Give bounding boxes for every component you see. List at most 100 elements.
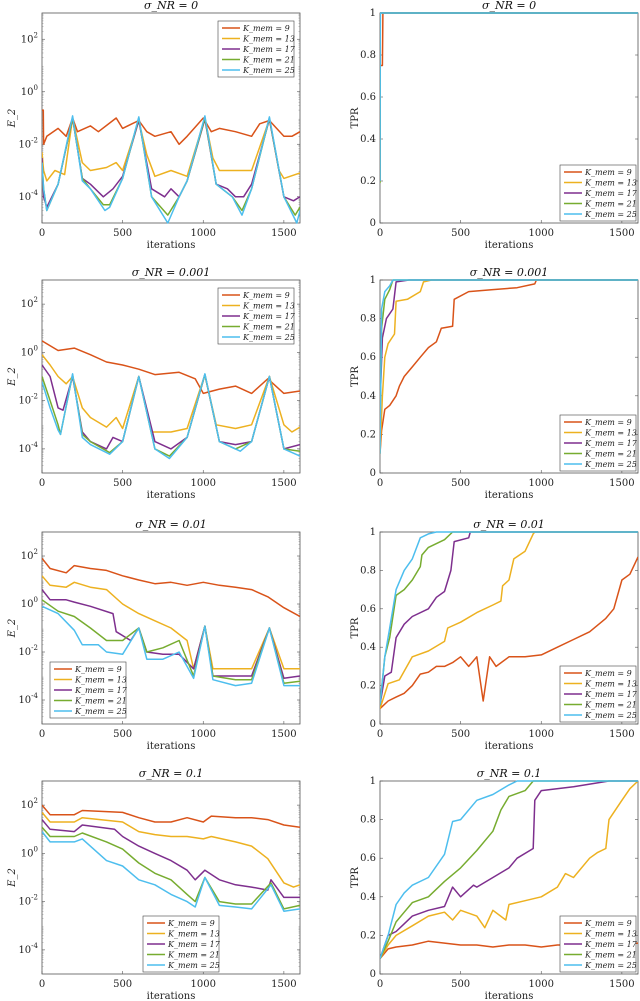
y-tick-label: 0.2 <box>360 681 376 692</box>
y-tick-label: 10-2 <box>18 894 38 908</box>
panel-5: 0 500 1000 1500 10-4 10-2 100 102 σ_NR = 0.01 ite… <box>7 518 301 752</box>
x-axis-label: iterations <box>485 490 534 501</box>
legend-label: K_mem = 9 <box>74 665 122 674</box>
legend-label: K_mem = 13 <box>584 179 637 188</box>
y-tick-label: 1 <box>370 776 376 787</box>
y-axis-label: E_2 <box>7 868 18 888</box>
y-tick-label: 10-2 <box>18 393 38 407</box>
series-line-4 <box>380 531 638 705</box>
x-tick-label: 1000 <box>191 478 216 489</box>
x-tick-label: 500 <box>113 478 132 489</box>
legend-label: K_mem = 13 <box>584 680 637 689</box>
legend-label: K_mem = 21 <box>242 323 295 332</box>
x-tick-label: 0 <box>39 729 45 740</box>
x-tick-label: 500 <box>113 729 132 740</box>
series-line-3 <box>380 12 638 182</box>
y-axis-label: TPR <box>350 867 361 888</box>
x-tick-label: 0 <box>39 979 45 990</box>
x-tick-label: 1000 <box>191 979 216 990</box>
x-tick-label: 0 <box>377 729 383 740</box>
y-tick-label: 0.8 <box>360 314 376 325</box>
legend-label: K_mem = 17 <box>584 439 638 448</box>
x-tick-label: 500 <box>113 228 132 239</box>
x-tick-label: 1500 <box>609 228 634 239</box>
panel-title: σ_NR = 0.01 <box>135 518 207 531</box>
x-tick-label: 1000 <box>191 729 216 740</box>
legend: K_mem = 9 K_mem = 13K_mem = 17 K_mem = 21K… <box>142 915 221 973</box>
y-tick-label: 0.6 <box>360 853 376 864</box>
legend-label: K_mem = 25 <box>584 711 637 720</box>
legend-label: K_mem = 21 <box>167 951 220 960</box>
y-tick-label: 10-2 <box>18 136 38 150</box>
y-tick-label: 1 <box>370 527 376 538</box>
x-tick-label: 1000 <box>529 478 554 489</box>
legend-label: K_mem = 21 <box>584 951 637 960</box>
legend-label: K_mem = 25 <box>242 66 295 75</box>
legend: K_mem = 9 K_mem = 13K_mem = 17 K_mem = 21K… <box>559 915 638 973</box>
series-line-1 <box>380 279 638 454</box>
legend-label: K_mem = 17 <box>242 312 296 321</box>
legend-label: K_mem = 9 <box>242 291 290 300</box>
series-line-3 <box>380 279 638 406</box>
y-tick-label: 1 <box>370 275 376 286</box>
legend-label: K_mem = 13 <box>584 429 637 438</box>
y-tick-label: 0.2 <box>360 429 376 440</box>
x-tick-label: 1500 <box>271 228 296 239</box>
y-tick-label: 0.6 <box>360 352 376 363</box>
legend-label: K_mem = 13 <box>74 676 127 685</box>
y-axis-label: E_2 <box>7 109 18 129</box>
y-tick-label: 0.4 <box>360 391 376 402</box>
panel-2: 0 500 1000 1500 0 0.2 0.4 0.6 0.8 1 σ_NR = 0 iterat… <box>350 0 639 251</box>
y-axis-label: TPR <box>350 366 361 387</box>
series-line-3 <box>380 531 638 705</box>
x-tick-label: 500 <box>451 478 470 489</box>
y-tick-label: 10-2 <box>18 644 38 658</box>
x-tick-label: 1500 <box>271 729 296 740</box>
y-axis-label: E_2 <box>7 367 18 387</box>
legend-label: K_mem = 17 <box>167 940 221 949</box>
x-tick-label: 1000 <box>529 979 554 990</box>
y-tick-label: 100 <box>21 344 38 358</box>
series-line-4 <box>380 780 638 959</box>
legend-label: K_mem = 25 <box>242 333 295 342</box>
x-tick-label: 0 <box>377 228 383 239</box>
series-line-5 <box>380 531 638 705</box>
x-tick-label: 500 <box>451 228 470 239</box>
panel-1: 0 500 1000 1500 10-4 10-2 100 102 σ_NR = 0 iterat… <box>7 0 301 251</box>
panel-8: 0 500 1000 1500 0 0.2 0.4 0.6 0.8 1 σ_NR = 0.1 iter… <box>350 767 639 1001</box>
y-tick-label: 102 <box>21 31 38 45</box>
x-axis-label: iterations <box>147 741 196 752</box>
series-line-2 <box>42 117 300 182</box>
legend: K_mem = 9 K_mem = 13K_mem = 17 K_mem = 21K… <box>217 287 296 345</box>
panel-title: σ_NR = 0.1 <box>477 767 542 780</box>
legend-label: K_mem = 9 <box>584 919 632 928</box>
x-tick-label: 500 <box>113 979 132 990</box>
y-tick-label: 1 <box>370 8 376 19</box>
legend-label: K_mem = 9 <box>584 669 632 678</box>
legend-label: K_mem = 9 <box>242 24 290 33</box>
legend-label: K_mem = 9 <box>167 919 215 928</box>
series-line-5 <box>42 115 300 224</box>
y-tick-label: 100 <box>21 596 38 610</box>
panel-3: 0 500 1000 1500 10-4 10-2 100 102 σ_NR = 0.001 it… <box>7 266 301 501</box>
legend-label: K_mem = 21 <box>584 450 637 459</box>
y-axis-label: E_2 <box>7 619 18 639</box>
x-tick-label: 0 <box>377 478 383 489</box>
series-line-5 <box>380 780 638 959</box>
y-tick-label: 0.6 <box>360 604 376 615</box>
y-tick-label: 0.2 <box>360 930 376 941</box>
x-axis-label: iterations <box>485 741 534 752</box>
y-tick-label: 0 <box>370 218 376 229</box>
axes-box <box>41 531 301 725</box>
series-line-2 <box>42 575 300 670</box>
panel-title: σ_NR = 0 <box>482 0 536 12</box>
x-tick-label: 1500 <box>609 478 634 489</box>
series-line-1 <box>380 556 638 710</box>
legend-label: K_mem = 17 <box>74 686 128 695</box>
legend-label: K_mem = 9 <box>584 418 632 427</box>
legend-label: K_mem = 25 <box>584 961 637 970</box>
legend-label: K_mem = 21 <box>584 200 637 209</box>
series-line-2 <box>380 531 638 709</box>
x-axis-label: iterations <box>147 991 196 1001</box>
legend-label: K_mem = 13 <box>584 930 637 939</box>
